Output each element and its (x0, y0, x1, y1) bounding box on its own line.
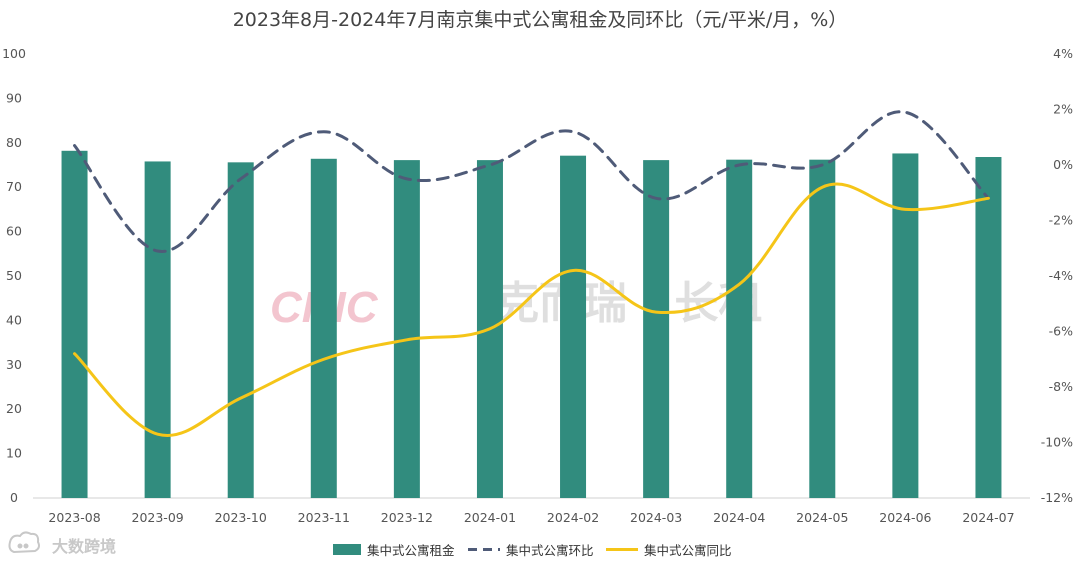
x-tick-label: 2023-12 (381, 510, 433, 525)
left-tick-label: 100 (2, 46, 26, 61)
left-tick-label: 20 (6, 401, 22, 416)
bar-rent (227, 162, 254, 498)
x-tick-label: 2024-05 (796, 510, 848, 525)
legend-label-mom: 集中式公寓环比 (506, 543, 594, 558)
right-tick-label: -2% (1049, 213, 1073, 228)
right-tick-label: 2% (1053, 102, 1073, 117)
legend-swatch-rent (333, 544, 361, 555)
left-y-axis: 0 10 20 30 40 50 60 70 80 90 100 (2, 46, 26, 505)
x-axis: 2023-08 2023-09 2023-10 2023-11 2023-12 2024-… (48, 510, 1014, 525)
left-tick-label: 80 (6, 135, 22, 150)
bar-rent (726, 159, 753, 498)
bar-rent (144, 161, 171, 498)
chart-title: 2023年8月-2024年7月南京集中式公寓租金及同环比（元/平米/月，%） (233, 9, 848, 31)
cric-watermark: CRIC 克而瑞 · 长租 (270, 278, 762, 332)
cloud-chat-icon (8, 531, 40, 554)
x-tick-label: 2023-08 (48, 510, 100, 525)
right-tick-label: -4% (1049, 268, 1073, 283)
x-tick-label: 2023-11 (298, 510, 350, 525)
bar-rent (892, 153, 919, 498)
left-tick-label: 10 (6, 446, 22, 461)
bar-rent (393, 160, 420, 498)
x-tick-label: 2024-04 (713, 510, 765, 525)
bar-rent (310, 158, 337, 498)
x-tick-label: 2024-06 (879, 510, 931, 525)
left-tick-label: 30 (6, 357, 22, 372)
bar-series (61, 150, 1002, 499)
x-tick-label: 2024-01 (464, 510, 516, 525)
left-tick-label: 70 (6, 179, 22, 194)
bar-rent (975, 157, 1002, 498)
x-tick-label: 2024-07 (962, 510, 1014, 525)
right-tick-label: -12% (1041, 490, 1073, 505)
right-y-axis: -12% -10% -8% -6% -4% -2% 0% 2% 4% (1041, 46, 1073, 505)
left-tick-label: 0 (10, 490, 18, 505)
bar-rent (809, 159, 836, 498)
bar-rent (560, 155, 587, 498)
right-tick-label: -10% (1041, 435, 1073, 450)
x-tick-label: 2024-02 (547, 510, 599, 525)
left-tick-label: 60 (6, 224, 22, 239)
corner-watermark: 大数跨境 (8, 531, 116, 556)
line-yoy (73, 182, 990, 437)
left-tick-label: 50 (6, 268, 22, 283)
right-tick-label: -6% (1049, 324, 1073, 339)
legend-label-rent: 集中式公寓租金 (367, 543, 455, 558)
legend-label-yoy: 集中式公寓同比 (644, 543, 732, 558)
legend: 集中式公寓租金 集中式公寓环比 集中式公寓同比 (333, 543, 732, 558)
left-tick-label: 40 (6, 312, 22, 327)
x-tick-label: 2023-10 (215, 510, 267, 525)
line-series (73, 110, 990, 437)
right-tick-label: -8% (1049, 379, 1073, 394)
x-tick-label: 2024-03 (630, 510, 682, 525)
cric-watermark-text: 克而瑞 · 长租 (495, 278, 762, 329)
bar-rent (643, 160, 670, 498)
line-mom (73, 110, 990, 253)
right-tick-label: 0% (1053, 157, 1073, 172)
left-tick-label: 90 (6, 90, 22, 105)
x-tick-label: 2023-09 (132, 510, 184, 525)
corner-watermark-text: 大数跨境 (52, 537, 116, 556)
right-tick-label: 4% (1053, 46, 1073, 61)
bar-rent (61, 150, 88, 499)
